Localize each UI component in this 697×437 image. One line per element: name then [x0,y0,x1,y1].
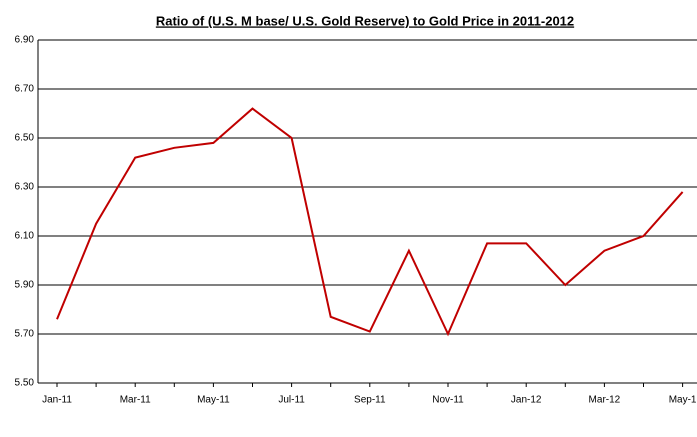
x-tick-label: Mar-12 [589,395,621,406]
y-tick-label: 5.70 [15,329,35,340]
y-tick-label: 6.50 [15,133,35,144]
y-tick-label: 6.30 [15,182,35,193]
x-tick-label: Sep-11 [354,395,386,406]
chart-title: Ratio of (U.S. M base/ U.S. Gold Reserve… [156,13,574,28]
x-tick-label: Mar-11 [120,395,151,406]
y-tick-label: 5.50 [15,378,35,389]
x-tick-label: Jan-12 [511,395,542,406]
y-tick-label: 6.10 [15,231,35,242]
y-tick-label: 6.70 [15,84,35,95]
x-tick-label: Jan-11 [42,395,72,406]
x-tick-label: May-1 [669,395,697,406]
x-tick-label: Jul-11 [278,395,305,406]
y-tick-label: 5.90 [15,280,35,291]
y-tick-label: 6.90 [15,35,35,46]
x-tick-label: Nov-11 [432,395,464,406]
data-line [56,107,684,337]
x-tick-label: May-11 [197,395,230,406]
